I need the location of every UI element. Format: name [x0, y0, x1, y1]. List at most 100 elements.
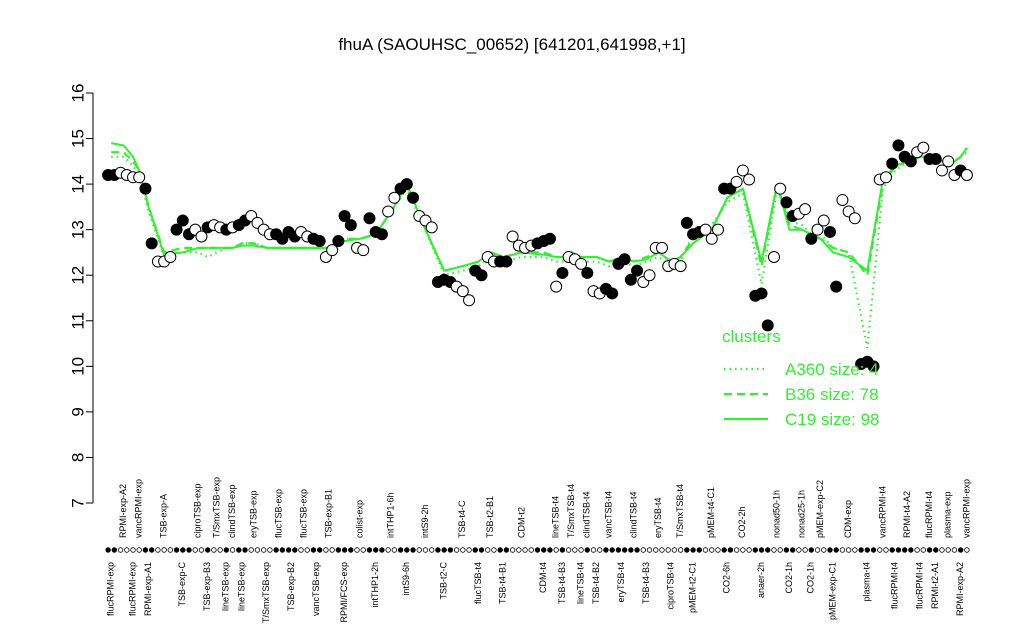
- sample-dot: [385, 547, 391, 553]
- sample-dot: [279, 547, 286, 553]
- x-tick-label: pMEM-exp-C2: [815, 480, 825, 538]
- sample-dot: [883, 547, 889, 553]
- sample-dot: [578, 547, 584, 553]
- x-tick-label: TSB-t4-B2: [591, 562, 601, 604]
- point: [960, 169, 973, 181]
- sample-dot: [485, 547, 491, 553]
- x-tick-label: TSB-exp-C: [177, 562, 187, 607]
- point: [357, 244, 370, 257]
- x-tick-label: intTHP1-6h: [386, 492, 396, 538]
- x-tick-label: flucRPMI-t4: [915, 562, 925, 609]
- x-tick-label: T/SmxTSB-exp: [261, 562, 271, 623]
- sample-dot: [696, 547, 702, 553]
- point: [774, 182, 787, 195]
- point: [556, 266, 569, 279]
- sample-dot: [366, 547, 373, 553]
- sample-dot: [901, 547, 908, 553]
- sample-dot: [721, 547, 727, 553]
- point: [326, 244, 339, 257]
- point: [575, 257, 588, 270]
- point: [836, 194, 849, 207]
- y-tick-label: 15: [68, 129, 87, 148]
- sample-dot: [528, 547, 534, 553]
- legend-label: C19 size: 98: [785, 410, 880, 429]
- x-tick-label: RPMI-exp-A2: [118, 484, 128, 538]
- sample-dot: [416, 547, 422, 553]
- point: [500, 255, 513, 268]
- sample-dot: [827, 547, 833, 553]
- x-tick-label: pMEM-t4-C1: [706, 487, 716, 538]
- x-tick-label: RPMI-exp-A2: [955, 562, 965, 616]
- sample-dot: [460, 547, 466, 553]
- sample-dot: [715, 547, 721, 553]
- sample-dot: [329, 547, 335, 553]
- sample-dot: [522, 547, 528, 553]
- sample-dot: [105, 547, 111, 553]
- point: [904, 155, 917, 168]
- point: [879, 171, 892, 184]
- point: [332, 235, 345, 248]
- sample-dot: [323, 547, 329, 553]
- y-tick-label: 11: [68, 312, 87, 330]
- point: [942, 155, 955, 168]
- sample-dot: [472, 547, 478, 553]
- sample-dot: [186, 547, 192, 553]
- cluster-line: [111, 142, 968, 273]
- point: [170, 223, 183, 236]
- point: [375, 228, 388, 241]
- point: [929, 153, 942, 166]
- sample-dot: [646, 547, 653, 553]
- sample-dot: [198, 547, 205, 553]
- sample-dot: [242, 547, 248, 553]
- point: [767, 251, 780, 263]
- x-tick-label: TSB-t2-C: [439, 562, 449, 600]
- sample-dot: [117, 547, 124, 553]
- x-tick-label: CDM-t2: [516, 507, 526, 538]
- sample-dot: [391, 547, 398, 553]
- legend-label: B36 size: 78: [785, 385, 879, 404]
- sample-dot: [360, 547, 366, 553]
- sample-dot: [348, 547, 354, 553]
- x-tick-label: CO2-1h: [806, 562, 816, 594]
- cluster-line: [111, 147, 968, 278]
- x-tick-label: eryTSB-t4: [616, 562, 626, 603]
- point: [680, 216, 693, 229]
- sample-dot: [746, 547, 752, 553]
- sample-dot: [609, 547, 615, 553]
- x-tick-label: lineTSB-exp: [236, 562, 246, 611]
- sample-dot: [148, 547, 155, 553]
- point: [145, 237, 158, 250]
- x-tick-label: intS9-6h: [401, 562, 411, 596]
- sample-dot: [534, 547, 541, 553]
- point: [363, 212, 376, 225]
- x-tick-label: flucRPMI-exp: [127, 562, 137, 616]
- sample-dot: [665, 547, 671, 553]
- x-tick-label: TSB-t4-B3: [557, 562, 567, 604]
- sample-dot: [478, 547, 485, 553]
- sample-dot: [111, 547, 118, 553]
- point: [475, 269, 488, 282]
- sample-dot: [752, 547, 759, 553]
- sample-dot: [254, 547, 261, 553]
- sample-dot: [553, 547, 559, 553]
- x-tick-label: flucRPMI-t4: [890, 562, 900, 609]
- x-tick-label: CO2-2h: [737, 506, 747, 538]
- point: [935, 164, 948, 177]
- x-tick-label: anaer-2h: [756, 562, 766, 598]
- x-tick-label: pMEM-t2-C1: [687, 562, 697, 613]
- sample-dot: [453, 547, 460, 553]
- sample-dot: [653, 547, 659, 553]
- x-tick-label: vancTSB-exp: [311, 562, 321, 616]
- sample-dot: [466, 547, 472, 553]
- x-tick-label: clindTSB-t4: [582, 491, 592, 538]
- sample-dot: [926, 547, 933, 553]
- sample-dot: [217, 547, 223, 553]
- sample-dot: [379, 547, 385, 553]
- point: [674, 260, 687, 273]
- x-tick-label: lineTSB-t4: [575, 562, 585, 604]
- sample-dot: [765, 547, 771, 553]
- sample-dot: [335, 547, 342, 553]
- sample-dot: [628, 547, 634, 553]
- x-tick-label: RPMI-t2-A1: [930, 562, 940, 609]
- sample-dot: [702, 547, 709, 553]
